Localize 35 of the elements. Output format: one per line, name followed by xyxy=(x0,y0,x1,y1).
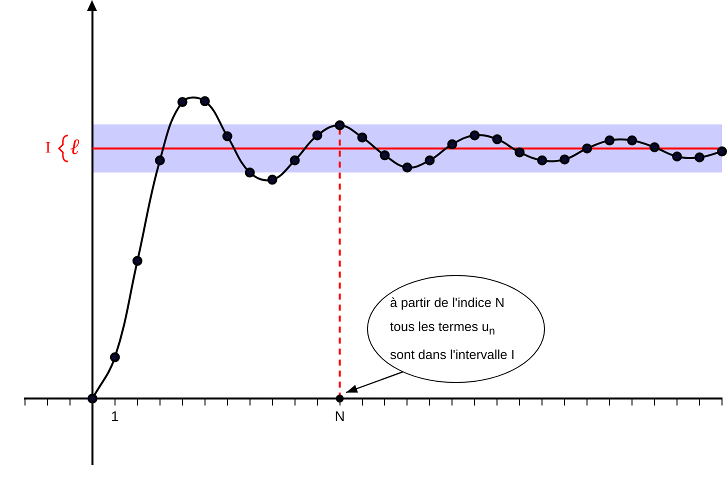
point xyxy=(627,135,638,146)
point xyxy=(110,352,120,362)
point xyxy=(312,130,322,140)
point xyxy=(132,256,142,266)
point xyxy=(177,97,188,108)
x-tick-label: N xyxy=(334,408,345,424)
point xyxy=(604,135,615,146)
point xyxy=(357,132,368,142)
point xyxy=(267,174,278,185)
point xyxy=(244,168,255,178)
x-tick-label: 1 xyxy=(111,408,120,424)
point xyxy=(222,131,232,142)
point xyxy=(492,134,502,144)
ref-line-label: ℓ xyxy=(70,134,80,160)
point xyxy=(717,146,727,156)
point xyxy=(380,150,390,160)
point xyxy=(560,154,570,164)
point xyxy=(290,155,300,166)
point xyxy=(694,152,705,162)
point xyxy=(200,96,210,106)
point xyxy=(447,139,458,150)
point xyxy=(87,394,98,404)
speech-bubble: à partir de l'indice N tous les termes u$_{n}$ sont dans l'intervalle I xyxy=(367,275,545,383)
band-label: I xyxy=(45,140,51,157)
point xyxy=(582,143,592,154)
point xyxy=(650,142,660,152)
point xyxy=(154,155,165,166)
point xyxy=(424,155,435,166)
point xyxy=(334,120,345,130)
annotation: à partir de l'indice N tous les termes u$_{n}$ sont dans l'intervalle I xyxy=(390,294,516,364)
point xyxy=(537,155,548,166)
point xyxy=(514,147,525,158)
point xyxy=(470,130,480,140)
point xyxy=(402,162,412,172)
point xyxy=(672,151,682,162)
